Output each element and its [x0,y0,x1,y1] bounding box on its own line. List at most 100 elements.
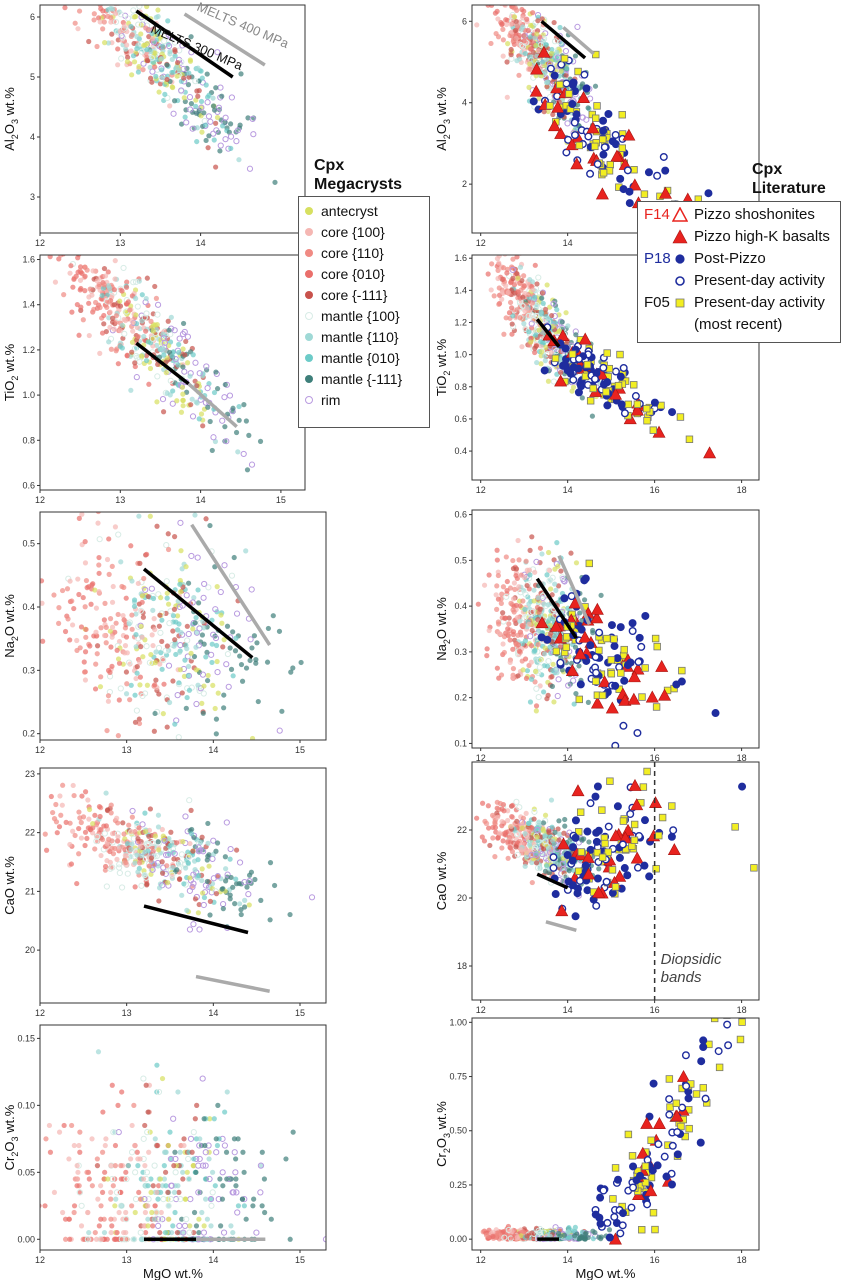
point-f14 [547,119,561,132]
point-core100 [74,637,80,644]
point-f14 [622,128,636,141]
x-tick-label: 12 [476,753,486,763]
point-mantle111 [228,874,234,881]
point-mantle010 [155,28,161,35]
point-mantle010 [130,53,137,59]
point-core010 [82,829,89,835]
point-mantle010 [185,673,191,679]
point-core110 [78,819,84,826]
point-mantle110 [199,877,205,884]
point-core100 [496,630,502,637]
point-mantle111 [240,1149,246,1155]
point-antecryst [249,735,256,740]
point-antecryst [547,304,553,310]
point-core110 [490,835,496,841]
x-tick-label: 15 [276,495,286,505]
point-core010 [494,557,500,563]
point-mantle111 [246,872,253,878]
point-mantle111 [244,884,250,890]
point-mantle110 [155,812,162,818]
point-core111 [543,75,549,81]
point-core111 [192,1116,198,1122]
point-antecryst [158,595,164,601]
point-mantle111 [219,93,225,99]
point-mantle010 [173,651,179,658]
point-rim [214,873,221,880]
point-mantle100 [519,43,527,50]
point-core100 [108,1163,114,1169]
point-core111 [165,531,171,537]
point-p18 [591,653,600,662]
point-core010 [504,578,510,585]
point-rim [181,1222,189,1229]
point-mantle010 [184,856,190,863]
point-f05 [592,677,600,685]
point-rim [129,807,136,815]
point-core110 [114,1229,120,1236]
point-rim [555,676,562,683]
point-core110 [80,814,87,820]
point-mantle110 [133,295,139,302]
point-core010 [19,199,24,204]
point-mantle111 [243,1216,249,1222]
point-core010 [503,17,509,23]
point-core100 [526,621,532,627]
point-core100 [95,520,101,526]
x-tick-label: 14 [563,238,573,248]
point-p18 [637,642,646,651]
point-core010 [514,0,519,1]
point-f05 [653,642,661,651]
point-mantle111 [214,840,221,846]
point-mantle110 [552,581,558,587]
point-p18 [560,360,569,369]
point-core110 [482,818,488,824]
point-core110 [83,577,90,584]
point-mantle100 [192,78,199,85]
point-mantle111 [241,402,247,408]
point-core111 [513,18,519,25]
point-mantle010 [159,617,165,623]
point-rim [177,519,184,526]
point-mantle100 [184,637,191,644]
point-mantle100 [157,629,164,636]
point-core110 [516,557,522,563]
point-antecryst [150,328,156,334]
point-core100 [74,1163,80,1169]
point-core010 [504,588,510,594]
point-mantle110 [161,1149,168,1155]
point-core111 [170,628,176,634]
y-tick-label: 1.4 [22,300,35,310]
point-core100 [95,1196,101,1202]
point-core110 [92,1229,98,1236]
point-mantle111 [174,867,180,873]
point-mantle111 [210,103,217,109]
point-core100 [524,567,530,573]
point-mantle110 [156,885,163,891]
point-core111 [233,847,240,853]
point-core010 [115,361,121,367]
point-p18 [628,627,637,636]
point-core111 [164,76,170,83]
y-axis-label: CaO wt.% [2,856,17,915]
point-core111 [541,109,547,115]
point-f05 [563,633,571,641]
point-rim [204,99,211,106]
point-core010 [82,273,88,279]
point-mantle100 [117,685,124,692]
point-mantle010 [199,75,205,81]
point-f05 [565,90,573,98]
point-core010 [82,287,88,294]
point-mantle110 [193,644,199,650]
point-mantle100 [167,377,174,384]
point-antecryst [166,1216,172,1222]
point-core110 [113,313,119,319]
point-core111 [184,623,190,629]
point-mantle100 [144,1129,151,1136]
point-core110 [517,315,523,321]
point-core100 [486,627,492,634]
point-p18 [669,826,678,835]
point-core111 [542,306,549,313]
point-mantle110 [534,659,540,666]
point-mantle111 [238,907,244,913]
point-core110 [496,301,502,307]
